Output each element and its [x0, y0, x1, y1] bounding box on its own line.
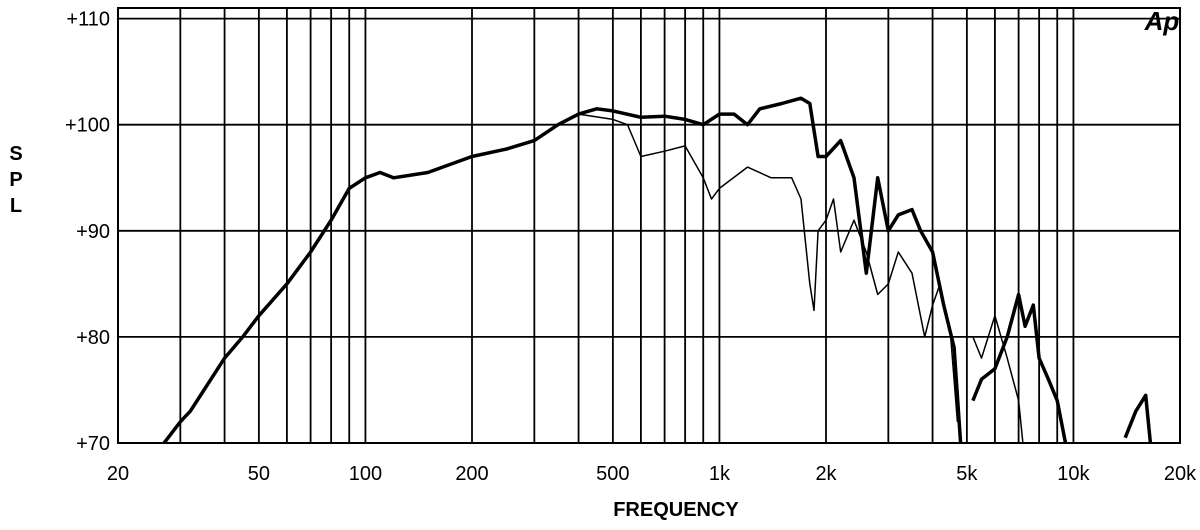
x-tick-label: 50 — [248, 463, 270, 485]
y-tick-label: +100 — [65, 115, 110, 137]
x-tick-label: 10k — [1057, 463, 1090, 485]
x-tick-label: 1k — [709, 463, 731, 485]
x-tick-label: 200 — [455, 463, 488, 485]
logo: Ap — [1144, 6, 1180, 36]
y-tick-label: +80 — [76, 327, 110, 349]
y-tick-label: +90 — [76, 221, 110, 243]
x-tick-label: 20 — [107, 463, 129, 485]
x-axis-label: FREQUENCY — [613, 499, 739, 521]
x-tick-label: 2k — [815, 463, 837, 485]
plot-area — [162, 96, 1153, 443]
y-tick-label: +70 — [76, 433, 110, 455]
plot-frame — [117, 7, 1181, 444]
y-tick-label: +110 — [66, 9, 110, 31]
x-tick-label: 20k — [1164, 463, 1197, 485]
x-tick-label: 500 — [596, 463, 629, 485]
x-tick-label: 5k — [956, 463, 978, 485]
x-tick-label: 100 — [349, 463, 382, 485]
line-series — [162, 96, 1153, 443]
line-series — [578, 113, 1024, 443]
